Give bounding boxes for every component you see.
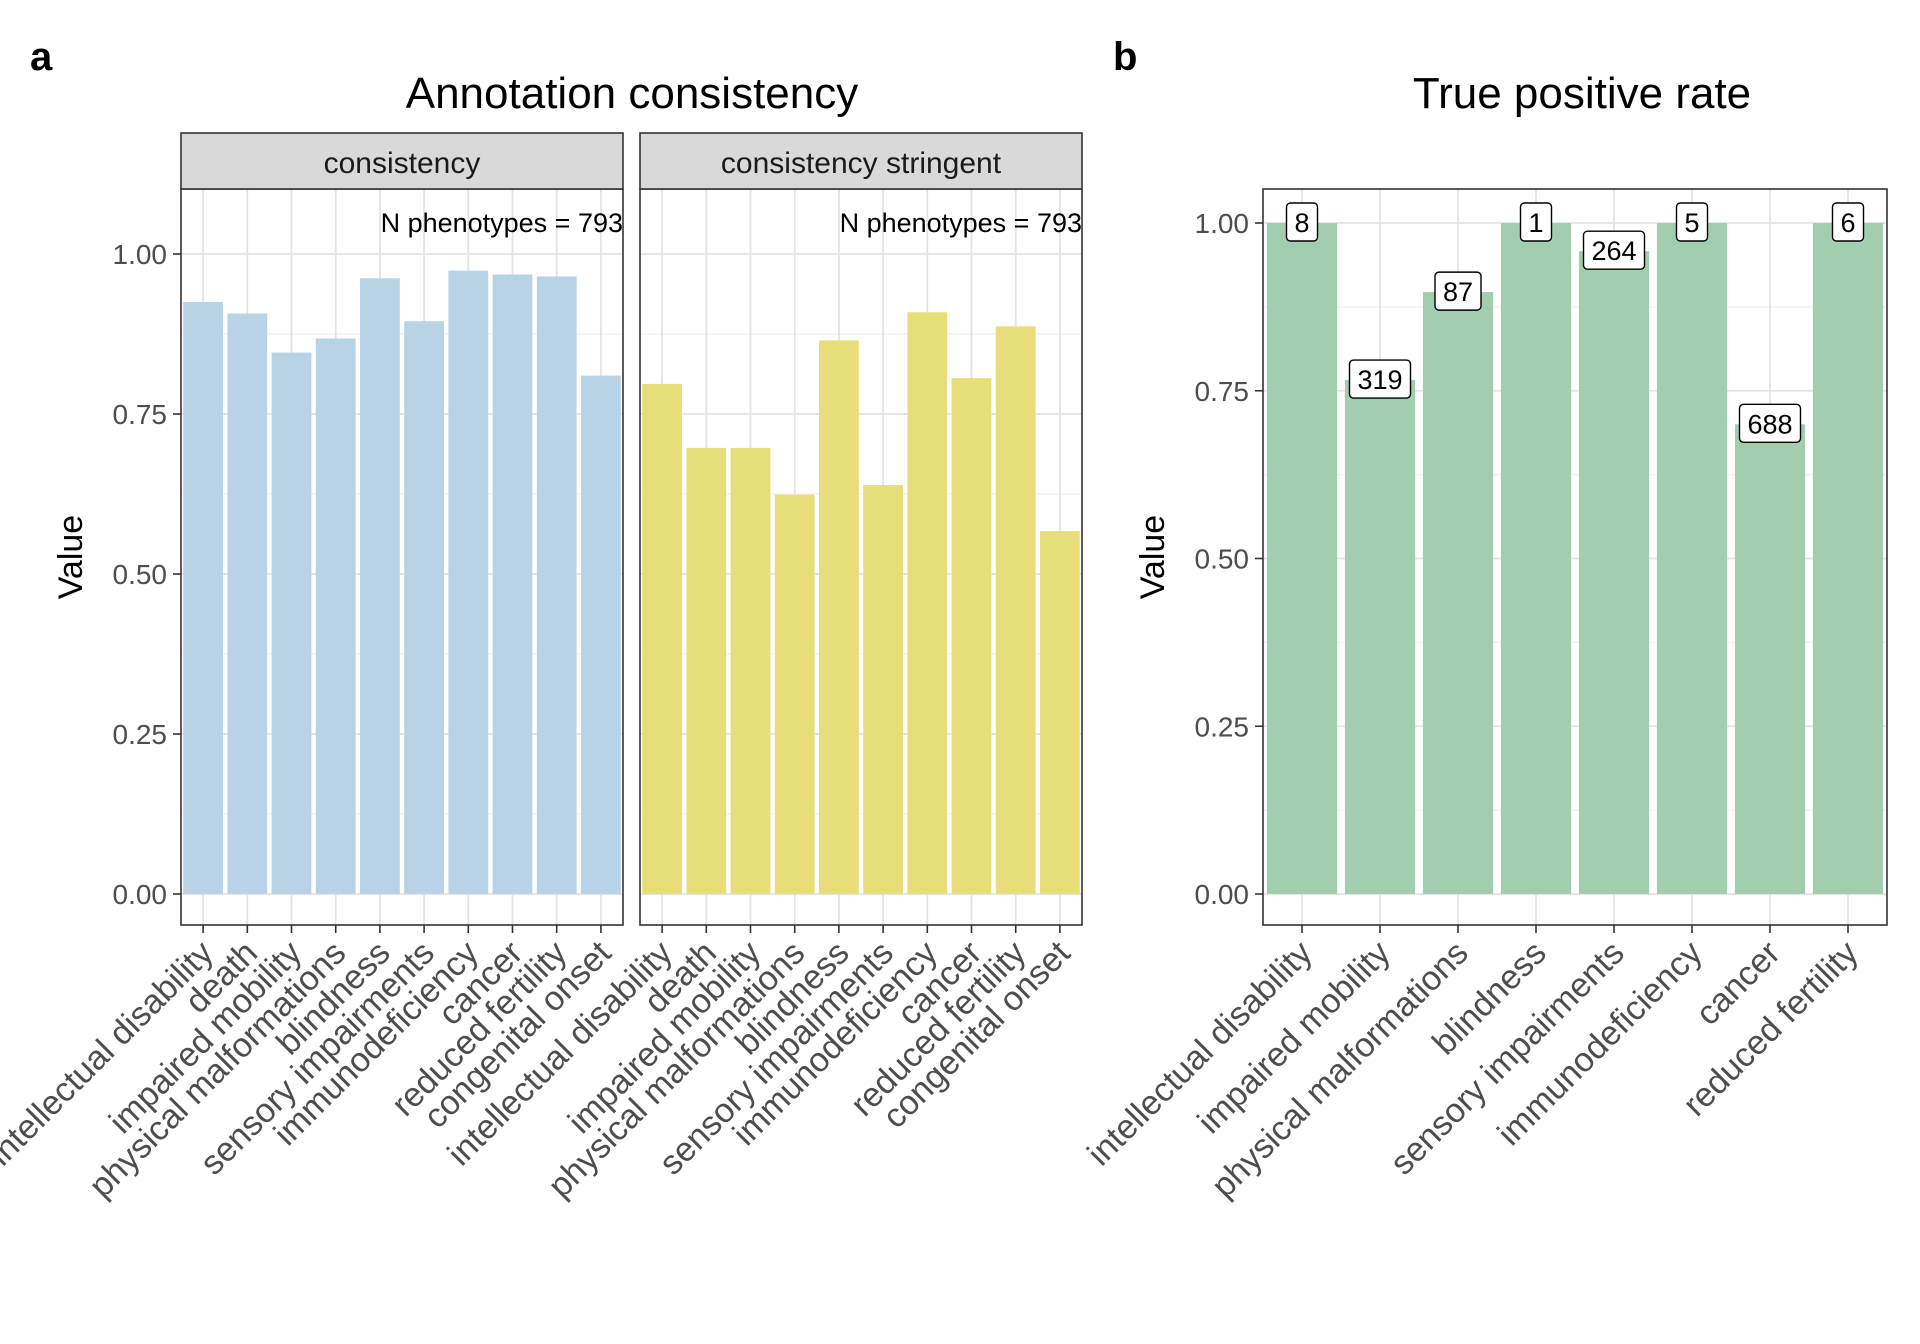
panel-a-facet-1-y-tick-label: 0.00 (113, 879, 168, 910)
panel-a-facet-1-y-tick-label: 0.50 (113, 559, 168, 590)
panel-b-bar-impaired-mobility (1344, 380, 1416, 894)
panel-b-panel-border (1262, 188, 1888, 926)
panel-b-data-label: 5 (1684, 208, 1699, 238)
panel-b-data-label-box (1738, 403, 1802, 443)
panel-b-data-label-box (1831, 202, 1865, 242)
panel-b-bar-cancer (1734, 424, 1806, 894)
panel-b-data-label: 8 (1294, 208, 1309, 238)
panel-a-facet-1-bar-blindness (360, 278, 400, 894)
panel-a-facet-2-bar-reduced-fertility (995, 326, 1036, 894)
panel-b-bar-immunodeficiency (1656, 223, 1728, 894)
panel-a-facet-2-bar-impaired-mobility (730, 447, 771, 894)
panel-a-facet-2-bar-physical-malformations (774, 494, 815, 894)
panel-a-facet-2-bar-immunodeficiency (907, 312, 948, 894)
panel-b-data-label-box (1348, 359, 1412, 399)
panel-a-facet-1-strip-label: consistency (324, 147, 481, 180)
panel-b-letter: b (1113, 35, 1137, 79)
panel-a-facet-1-strip (180, 132, 624, 190)
panel-b-y-tick-label: 0.25 (1195, 711, 1250, 742)
panel-b-data-label: 87 (1443, 277, 1473, 307)
panel-a-facet-2-bar-congenital-onset (1040, 531, 1080, 894)
panel-a-facet-2-strip-label: consistency stringent (721, 147, 1002, 180)
panel-a-facet-2-bar-death (686, 447, 727, 894)
panel-b-data-label-box (1675, 202, 1709, 242)
panel-a-facet-2-bar-sensory-impairments (863, 485, 903, 894)
panel-b-bar-sensory-impairments (1578, 251, 1650, 894)
panel-a-facet-1-bar-immunodeficiency (448, 270, 489, 894)
panel-a-facet-2-strip (639, 132, 1083, 190)
panel-a-facet-2-bar-blindness (819, 340, 859, 894)
panel-b-y-tick-label: 0.50 (1195, 544, 1250, 575)
panel-b-y-axis-title: Value (1134, 515, 1172, 599)
panel-b-data-label: 688 (1747, 409, 1792, 439)
panel-b-data-label-box (1434, 271, 1482, 311)
panel-b-data-label: 6 (1840, 208, 1855, 238)
panel-b-y-tick-label: 1.00 (1195, 208, 1250, 239)
panel-a-facet-1-bar-sensory-impairments (404, 321, 444, 894)
panel-b-data-label-box (1285, 202, 1319, 242)
charts-layer: consistency N phenotypes = 793 0.00 0.25 0.5… (0, 132, 1888, 1205)
panel-a-facet-1-bar-death (227, 313, 268, 894)
panel-a-facet-2-annotation: N phenotypes = 793 (840, 208, 1082, 238)
panel-a-facet-1-annotation: N phenotypes = 793 (381, 208, 623, 238)
panel-b-bar-physical-malformations (1422, 292, 1494, 894)
panel-a-facet-1-bar-congenital-onset (581, 375, 621, 895)
panel-a-facet-1-bar-physical-malformations (315, 338, 356, 895)
panel-b-bar-reduced-fertility (1812, 223, 1884, 894)
panel-b-data-label-box (1519, 202, 1553, 242)
panel-b-data-label: 319 (1357, 365, 1402, 395)
panel-b-data-label: 1 (1528, 208, 1543, 238)
panel-b-title: True positive rate (1413, 69, 1751, 118)
panel-b-data-label-box (1582, 230, 1646, 270)
panel-b-bar-intellectual-disability (1266, 223, 1338, 894)
panel-b-y-tick-label: 0.75 (1195, 376, 1250, 407)
panel-a-facet-1-bar-cancer (492, 274, 533, 895)
panel-b-data-label: 264 (1591, 236, 1636, 266)
panel-a-letter: a (30, 35, 53, 79)
panel-a-facet-1-y-tick-label: 0.75 (113, 399, 168, 430)
panel-a-facet-1-bar-intellectual-disability (183, 302, 223, 894)
panel-a-facet-1-y-axis-title: Value (52, 515, 90, 599)
panel-b-y-tick-label: 0.00 (1195, 879, 1250, 910)
panel-a-facet-2-bar-intellectual-disability (642, 383, 682, 894)
panel-a-facet-1-y-tick-label: 1.00 (113, 239, 168, 270)
panel-a-facet-1-y-tick-label: 0.25 (113, 719, 168, 750)
panel-a-facet-1-bar-reduced-fertility (536, 276, 577, 894)
panel-b-bar-blindness (1500, 223, 1572, 894)
panel-a-title: Annotation consistency (406, 69, 859, 118)
panel-a-facet-1-bar-impaired-mobility (271, 352, 312, 894)
panel-a-facet-2-bar-cancer (951, 378, 992, 894)
